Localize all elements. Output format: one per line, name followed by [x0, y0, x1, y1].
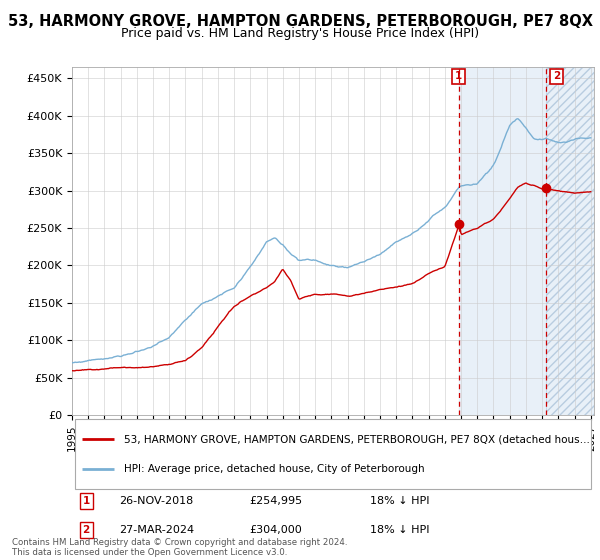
Text: £254,995: £254,995	[250, 496, 302, 506]
Text: 1: 1	[82, 496, 89, 506]
Text: £304,000: £304,000	[250, 525, 302, 535]
Text: 26-NOV-2018: 26-NOV-2018	[119, 496, 193, 506]
Bar	[546, 67, 594, 415]
Bar	[546, 67, 594, 415]
Text: 53, HARMONY GROVE, HAMPTON GARDENS, PETERBOROUGH, PE7 8QX (detached hous…: 53, HARMONY GROVE, HAMPTON GARDENS, PETE…	[124, 434, 590, 444]
FancyBboxPatch shape	[74, 419, 592, 488]
Text: Contains HM Land Registry data © Crown copyright and database right 2024.
This d: Contains HM Land Registry data © Crown c…	[12, 538, 347, 557]
Text: 18% ↓ HPI: 18% ↓ HPI	[370, 525, 429, 535]
Text: 27-MAR-2024: 27-MAR-2024	[119, 525, 194, 535]
Text: Price paid vs. HM Land Registry's House Price Index (HPI): Price paid vs. HM Land Registry's House …	[121, 27, 479, 40]
Text: 2: 2	[553, 71, 560, 81]
Bar	[460, 67, 546, 415]
Text: 53, HARMONY GROVE, HAMPTON GARDENS, PETERBOROUGH, PE7 8QX: 53, HARMONY GROVE, HAMPTON GARDENS, PETE…	[7, 14, 593, 29]
Text: 2: 2	[82, 525, 89, 535]
Text: 18% ↓ HPI: 18% ↓ HPI	[370, 496, 429, 506]
Text: HPI: Average price, detached house, City of Peterborough: HPI: Average price, detached house, City…	[124, 464, 425, 474]
Text: 1: 1	[455, 71, 462, 81]
